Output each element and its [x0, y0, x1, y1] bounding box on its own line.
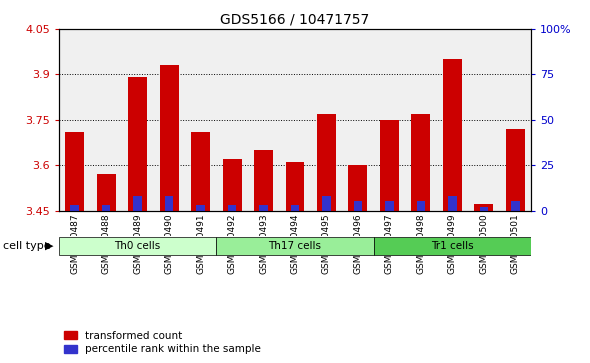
Bar [196, 205, 205, 211]
Bar [511, 201, 520, 211]
Bar [353, 201, 362, 211]
Bar [474, 204, 493, 211]
Bar [373, 237, 531, 255]
Bar [65, 132, 84, 211]
Bar [506, 129, 525, 211]
Title: GDS5166 / 10471757: GDS5166 / 10471757 [221, 12, 369, 26]
Bar [448, 196, 457, 211]
Bar [128, 77, 147, 211]
Text: ▶: ▶ [45, 241, 53, 251]
Text: Tr1 cells: Tr1 cells [431, 241, 474, 251]
Bar [443, 59, 462, 211]
Bar [191, 132, 210, 211]
Bar [254, 150, 273, 211]
Text: cell type: cell type [3, 241, 51, 251]
Bar [480, 207, 488, 211]
Bar [133, 196, 142, 211]
Bar [322, 196, 331, 211]
Bar [385, 201, 394, 211]
Bar [217, 237, 373, 255]
Bar [286, 162, 304, 211]
Bar [160, 65, 179, 211]
Bar [417, 201, 425, 211]
Text: Th17 cells: Th17 cells [268, 241, 322, 251]
Bar [349, 165, 368, 211]
Bar [165, 196, 173, 211]
Bar [317, 114, 336, 211]
Bar [259, 205, 268, 211]
Legend: transformed count, percentile rank within the sample: transformed count, percentile rank withi… [64, 331, 261, 354]
Bar [102, 205, 110, 211]
Bar [228, 205, 237, 211]
Bar [70, 205, 79, 211]
Text: Th0 cells: Th0 cells [114, 241, 161, 251]
Bar [380, 120, 399, 211]
Bar [59, 237, 217, 255]
Bar [411, 114, 430, 211]
Bar [222, 159, 241, 211]
Bar [291, 205, 299, 211]
Bar [97, 174, 116, 211]
